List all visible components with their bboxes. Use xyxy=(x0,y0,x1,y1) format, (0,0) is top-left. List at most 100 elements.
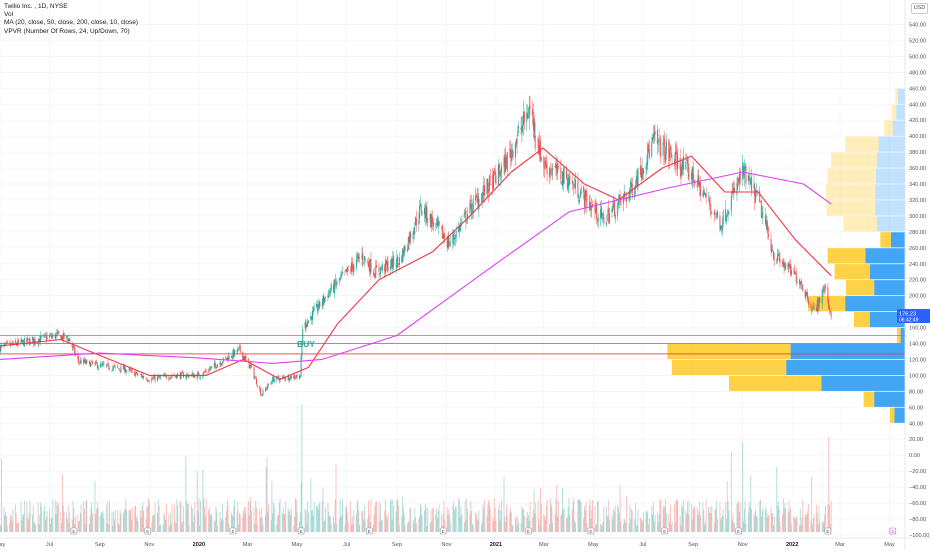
legend-volume[interactable]: Vol xyxy=(4,11,138,19)
volume-bar xyxy=(357,503,358,532)
candle-body xyxy=(228,355,229,360)
volume-bar xyxy=(431,510,432,532)
earnings-icon[interactable]: E xyxy=(145,528,151,534)
price-tick-label: −80.00 xyxy=(909,517,926,523)
earnings-icon[interactable]: E xyxy=(298,528,304,534)
volume-bar xyxy=(137,515,138,532)
volume-bar xyxy=(234,500,235,532)
volume-bar xyxy=(607,517,608,532)
earnings-icon[interactable]: E xyxy=(890,528,896,534)
volume-bar xyxy=(778,502,779,532)
volume-bar xyxy=(402,497,403,532)
volume-bar xyxy=(166,504,167,532)
volume-bar xyxy=(169,526,170,532)
volume-bar xyxy=(733,523,734,532)
volume-bar xyxy=(578,499,579,532)
volume-bar xyxy=(240,514,241,532)
volume-profile-down xyxy=(835,264,870,279)
candle-body xyxy=(283,377,284,378)
earnings-icon[interactable]: E xyxy=(588,528,594,534)
volume-bar xyxy=(148,499,149,532)
volume-bar xyxy=(294,517,295,532)
candle-body xyxy=(670,147,671,151)
volume-bar xyxy=(136,518,137,532)
volume-bar xyxy=(505,522,506,532)
price-tick-label: −40.00 xyxy=(909,485,926,491)
legend-symbol[interactable]: Twilio Inc. , 1D, NYSE xyxy=(4,3,138,11)
volume-bar xyxy=(750,476,751,532)
volume-bar xyxy=(556,499,557,532)
volume-profile-up xyxy=(865,248,905,263)
volume-bar xyxy=(763,508,764,532)
volume-bar xyxy=(120,513,121,532)
candle-body xyxy=(603,217,604,224)
candle-body xyxy=(126,370,127,371)
candle-body xyxy=(831,312,832,317)
candle-body xyxy=(611,208,612,212)
volume-bar xyxy=(783,498,784,532)
volume-bar xyxy=(73,501,74,532)
earnings-icon[interactable]: E xyxy=(525,528,531,534)
volume-bar xyxy=(740,503,741,532)
volume-bar xyxy=(810,521,811,532)
volume-bar xyxy=(237,511,238,532)
candle-body xyxy=(358,256,359,257)
volume-bar xyxy=(545,520,546,532)
volume-bar xyxy=(533,510,534,532)
currency-badge[interactable]: USD xyxy=(911,3,928,14)
volume-profile-down xyxy=(845,137,878,152)
volume-bar xyxy=(390,501,391,532)
legend-vpvr[interactable]: VPVR (Number Of Rows, 24, Up/Down, 70) xyxy=(4,28,138,36)
volume-bar xyxy=(60,511,61,532)
candle-body xyxy=(579,200,580,202)
volume-bar xyxy=(6,516,7,532)
legend-ma[interactable]: MA (20, close, 50, close, 200, close, 10… xyxy=(4,19,138,27)
volume-bar xyxy=(414,508,415,532)
volume-bar xyxy=(761,517,762,532)
candle-body xyxy=(238,348,239,349)
volume-bar xyxy=(709,513,710,532)
volume-bar xyxy=(83,501,84,532)
volume-bar xyxy=(342,500,343,532)
volume-bar xyxy=(499,503,500,532)
volume-bar xyxy=(642,522,643,532)
earnings-icon[interactable]: E xyxy=(440,528,446,534)
price-tick-label: 220.00 xyxy=(909,278,926,284)
volume-bar xyxy=(694,507,695,532)
candle-body xyxy=(427,221,428,223)
price-tick-label: 400.00 xyxy=(909,134,926,140)
price-tick-label: 20.00 xyxy=(909,437,923,443)
volume-bar xyxy=(113,511,114,532)
volume-bar xyxy=(160,524,161,532)
volume-bar xyxy=(774,516,775,532)
earnings-icon[interactable]: E xyxy=(230,528,236,534)
candle-body xyxy=(493,171,494,188)
earnings-icon[interactable]: E xyxy=(736,528,742,534)
volume-bar xyxy=(538,519,539,532)
earnings-icon[interactable]: E xyxy=(825,528,831,534)
volume-profile-down xyxy=(729,376,821,391)
price-tick-label: 420.00 xyxy=(909,118,926,124)
volume-profile-down xyxy=(808,296,845,311)
candle-body xyxy=(708,198,709,199)
volume-bar xyxy=(686,514,687,532)
earnings-icon[interactable]: E xyxy=(71,528,77,534)
earnings-icon[interactable]: E xyxy=(366,528,372,534)
volume-bar xyxy=(782,514,783,532)
volume-bar xyxy=(433,509,434,532)
candle-body xyxy=(484,185,485,196)
volume-bar xyxy=(481,526,482,532)
volume-bar xyxy=(489,503,490,532)
volume-bar xyxy=(500,510,501,532)
price-tick-label: 300.00 xyxy=(909,214,926,220)
volume-bar xyxy=(522,509,523,532)
price-tick-label: 0.00 xyxy=(909,453,920,459)
earnings-icon[interactable]: E xyxy=(662,528,668,534)
volume-bar xyxy=(380,504,381,532)
volume-bar xyxy=(17,523,18,532)
volume-bar xyxy=(322,501,323,532)
candle-body xyxy=(312,311,313,320)
volume-bar xyxy=(715,510,716,532)
